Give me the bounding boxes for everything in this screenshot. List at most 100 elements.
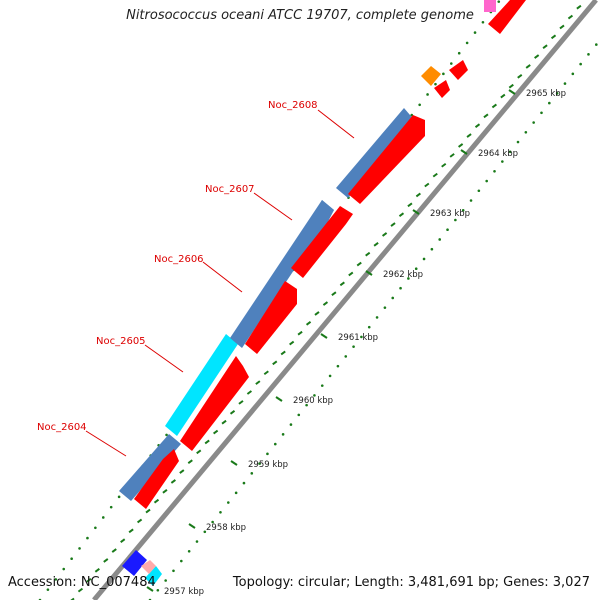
gc-dot	[203, 530, 207, 534]
gc-dashes	[70, 4, 582, 600]
gc-dash	[213, 429, 219, 435]
gc-dash	[263, 370, 269, 376]
gc-dash	[272, 360, 278, 366]
gc-dash	[407, 202, 413, 208]
gc-dash	[500, 93, 506, 99]
gc-dot	[473, 31, 477, 34]
gc-dash	[348, 271, 354, 277]
gc-dot	[457, 51, 461, 55]
gene-noc-2607-a[interactable]	[290, 200, 334, 272]
scale-label-2957: 2957 kbp	[164, 587, 204, 597]
gc-dash	[153, 498, 160, 504]
gc-dot	[165, 433, 168, 437]
scale-tick-mark	[275, 396, 283, 402]
gc-dash	[491, 103, 498, 109]
gc-dot	[434, 82, 437, 86]
gene-blue-bottom[interactable]	[122, 550, 147, 576]
gene-noc-2605[interactable]	[165, 334, 238, 436]
misc-genes	[122, 0, 496, 586]
gc-dot	[461, 208, 465, 212]
gc-dot	[211, 520, 214, 524]
gc-dash	[331, 291, 337, 296]
gene-red-1[interactable]	[134, 449, 179, 509]
gc-dot	[226, 501, 230, 504]
gc-dot	[313, 394, 316, 397]
gene-pink-top[interactable]	[484, 0, 496, 12]
gene-pink-bottom[interactable]	[141, 560, 156, 574]
gc-dash	[474, 123, 481, 129]
gc-dot	[187, 549, 191, 553]
gc-dash	[196, 449, 202, 455]
scale-label-2963: 2963 kbp	[430, 209, 470, 219]
gene-cyan-bottom[interactable]	[145, 566, 162, 586]
gc-dot	[336, 364, 340, 368]
gc-dot	[548, 101, 551, 105]
gc-dash	[432, 172, 438, 178]
gc-dot	[273, 442, 277, 446]
gc-dash	[458, 143, 464, 148]
gc-dot	[465, 41, 469, 45]
scale-tick-mark	[412, 209, 420, 215]
gene-red-top[interactable]	[488, 0, 526, 34]
gc-dash	[289, 340, 295, 346]
gc-dot	[258, 462, 261, 465]
gc-dot	[454, 218, 457, 222]
gene-noc-2604[interactable]	[119, 434, 181, 501]
gc-dash	[111, 548, 117, 553]
gc-dot	[117, 495, 121, 499]
gene-red-5[interactable]	[348, 115, 425, 204]
gc-dash	[373, 241, 379, 247]
gene-label-noc-2605: Noc_2605	[96, 336, 146, 347]
label-leaders	[85, 109, 355, 457]
genome-backbone	[92, 0, 598, 600]
gc-dot	[422, 257, 426, 261]
gc-dot	[477, 189, 481, 193]
gc-dash	[86, 577, 92, 583]
gc-dash	[398, 212, 405, 217]
gc-dot	[516, 140, 520, 144]
gene-red-2[interactable]	[180, 356, 249, 451]
scale-label-2960: 2960 kbp	[293, 396, 333, 406]
gc-dash	[314, 311, 320, 316]
gc-dot	[242, 481, 246, 485]
gc-dot	[344, 355, 348, 358]
gc-dot	[497, 0, 501, 3]
gc-dot	[234, 491, 238, 495]
gc-dot	[540, 111, 543, 115]
gc-dot	[86, 536, 89, 540]
gc-dot	[469, 199, 473, 202]
gc-dot	[391, 296, 395, 300]
gc-dot	[266, 452, 269, 456]
gc-dash	[255, 380, 261, 385]
gc-dot	[78, 547, 81, 550]
gene-noc-2608[interactable]	[336, 108, 416, 198]
gc-dash	[128, 528, 134, 534]
gc-dash	[204, 439, 210, 445]
gene-red-3[interactable]	[245, 281, 297, 354]
gc-dash	[542, 44, 548, 49]
gc-dash	[365, 251, 371, 257]
gc-dot	[70, 557, 73, 561]
scale-label-2962: 2962 kbp	[383, 270, 423, 280]
gc-dash	[103, 558, 109, 563]
gc-dash	[534, 54, 540, 59]
gc-dash	[356, 261, 362, 267]
gc-dash	[441, 162, 447, 168]
gc-dot	[438, 238, 442, 241]
gene-label-noc-2604: Noc_2604	[37, 422, 87, 433]
scale-ticks	[146, 89, 516, 592]
scale-tick-mark	[320, 333, 328, 339]
gc-dash	[145, 508, 151, 514]
gc-dot	[289, 423, 293, 426]
gene-red-small-1[interactable]	[434, 80, 450, 98]
gc-dash	[550, 34, 557, 40]
gc-dot	[367, 325, 371, 329]
gene-orange[interactable]	[421, 66, 441, 86]
gene-red-small-2[interactable]	[449, 60, 468, 80]
scale-labels: 2957 kbp 2958 kbp 2959 kbp 2960 kbp 2961…	[164, 89, 566, 597]
gc-dot	[281, 433, 285, 436]
gene-red-4[interactable]	[291, 206, 353, 278]
gc-dash	[280, 350, 286, 356]
gc-dot	[571, 72, 575, 76]
